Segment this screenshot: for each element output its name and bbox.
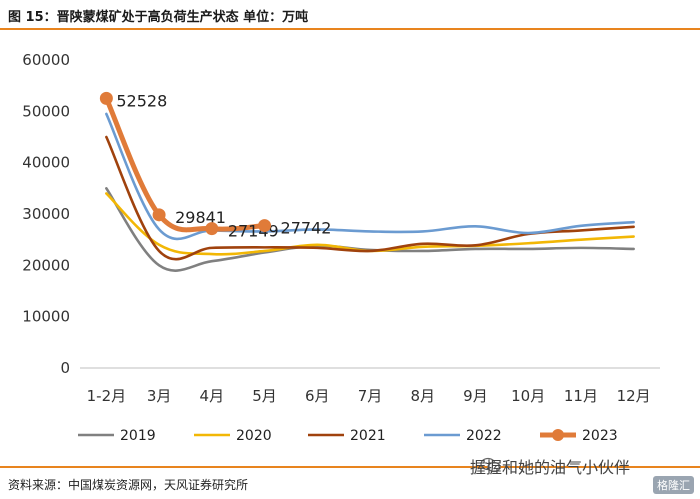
data-point-2023: [152, 208, 166, 222]
figure-title: 图 15：晋陕蒙煤矿处于高负荷生产状态 单位：万吨: [8, 10, 309, 25]
legend-marker-2023: [552, 429, 564, 441]
y-tick-label: 10000: [22, 308, 70, 326]
legend-label: 2022: [466, 428, 502, 444]
watermark-text: 握握和她的油气小伙伴: [469, 458, 630, 477]
source-note: 资料来源：中国煤炭资源网，天风证券研究所: [8, 478, 249, 492]
x-tick-label: 5月: [252, 387, 277, 405]
source-badge: 格隆汇: [653, 476, 694, 494]
legend-label: 2019: [120, 428, 156, 444]
x-tick-label: 10月: [511, 387, 545, 405]
y-tick-label: 20000: [22, 256, 70, 274]
x-tick-label: 6月: [305, 387, 330, 405]
data-point-2023: [258, 219, 272, 233]
x-tick-label: 3月: [147, 387, 172, 405]
y-tick-label: 30000: [22, 205, 70, 223]
data-label: 27149: [228, 222, 279, 241]
y-tick-label: 40000: [22, 154, 70, 172]
data-point-2023: [205, 222, 219, 236]
title-divider: [0, 28, 700, 30]
y-tick-label: 60000: [22, 51, 70, 69]
legend-label: 2023: [582, 428, 618, 444]
x-tick-label: 11月: [564, 387, 598, 405]
x-tick-label: 9月: [463, 387, 488, 405]
footer-divider: [0, 466, 700, 468]
x-tick-label: 1-2月: [87, 387, 127, 405]
x-tick-label: 8月: [410, 387, 435, 405]
data-point-2023: [99, 91, 113, 105]
x-tick-label: 12月: [617, 387, 651, 405]
y-tick-label: 0: [60, 359, 70, 377]
data-label: 29841: [175, 208, 226, 227]
y-tick-label: 50000: [22, 102, 70, 120]
x-tick-label: 7月: [358, 387, 383, 405]
series-line-2023: [103, 95, 268, 233]
legend-label: 2020: [236, 428, 272, 444]
line-chart: 0 10000 20000 30000 40000 50000 60000 1-2月 3月 4月 5…: [22, 51, 660, 444]
x-tick-label: 4月: [200, 387, 225, 405]
series-line-2022: [105, 112, 635, 241]
legend-label: 2021: [350, 428, 386, 444]
wechat-icon: [480, 457, 501, 473]
data-label: 27742: [281, 219, 332, 238]
data-label: 52528: [116, 91, 167, 110]
